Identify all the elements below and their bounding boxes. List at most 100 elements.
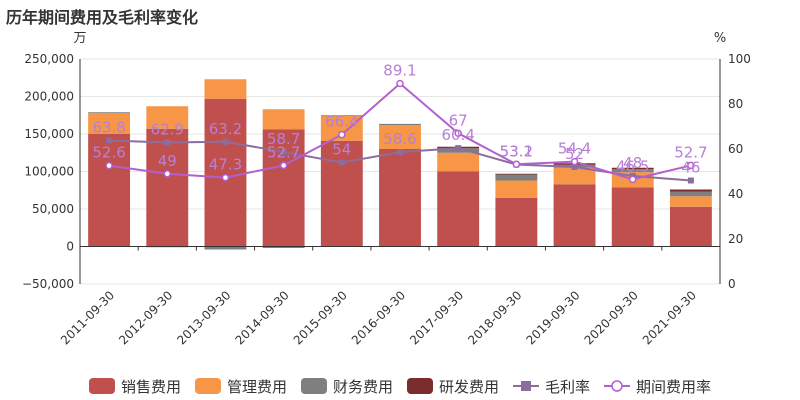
right-tick-label: 0 xyxy=(728,277,736,291)
bar-segment-0 xyxy=(611,187,654,247)
bar-segment-1 xyxy=(262,109,305,130)
x-tick-label: 2011-09-30 xyxy=(58,288,117,347)
legend-label-expense-rate: 期间费用率 xyxy=(636,377,712,396)
legend-item-gross-margin[interactable]: 毛利率 xyxy=(513,376,590,397)
bar-segment-2 xyxy=(320,115,363,116)
data-label: 54.4 xyxy=(558,140,591,158)
x-tick-label: 2013-09-30 xyxy=(174,288,233,347)
marker-circle xyxy=(338,130,346,139)
legend-label-admin: 管理费用 xyxy=(226,377,287,396)
data-label: 89.1 xyxy=(383,62,416,80)
bar-segment-0 xyxy=(146,128,189,247)
right-tick-label: 40 xyxy=(728,187,743,201)
data-label: 49 xyxy=(158,152,177,170)
data-label: 67 xyxy=(449,111,468,129)
bar-segment-1 xyxy=(437,152,480,172)
chart-plot: 250,000 200,000 150,000 100,000 50,000 0 −50,0… xyxy=(22,31,751,347)
marker-square xyxy=(397,149,403,156)
bar-segment-3 xyxy=(611,167,654,170)
bar-segment-0 xyxy=(204,98,247,247)
bar-segment-0 xyxy=(320,140,363,247)
marker-circle xyxy=(396,79,404,88)
data-label: 63.2 xyxy=(209,120,242,138)
marker-circle xyxy=(105,161,113,170)
bar-segment-2 xyxy=(669,191,712,197)
legend-item-finance[interactable]: 财务费用 xyxy=(300,376,393,397)
legend-item-admin[interactable]: 管理费用 xyxy=(194,376,287,397)
marker-circle xyxy=(628,175,637,184)
x-tick-label: 2012-09-30 xyxy=(116,288,175,347)
x-tick-label: 2018-09-30 xyxy=(465,288,524,347)
bar-segment-2 xyxy=(611,169,654,173)
legend-label-finance: 财务费用 xyxy=(332,377,393,396)
marker-square xyxy=(106,137,113,144)
marker-square xyxy=(222,138,229,145)
bar-segment-1 xyxy=(495,180,538,198)
bar-segment-2 xyxy=(379,123,421,125)
bar-segment-2 xyxy=(88,112,131,113)
left-tick-label: 50,000 xyxy=(32,202,74,216)
left-tick-label: 200,000 xyxy=(24,90,74,104)
data-label: 53.2 xyxy=(500,142,533,160)
legend-swatch-finance xyxy=(300,378,327,394)
bar-segment-0 xyxy=(495,197,538,247)
x-tick-label: 2021-09-30 xyxy=(640,288,699,347)
data-label: 46.5 xyxy=(616,157,649,175)
bar-segment-0 xyxy=(553,184,596,247)
data-label: 48 xyxy=(623,154,642,172)
left-tick-label: 250,000 xyxy=(24,52,74,66)
bar-segment-1 xyxy=(379,125,421,149)
marker-square xyxy=(687,177,694,184)
right-tick-label: 20 xyxy=(728,232,743,246)
bar-segment-2 xyxy=(495,174,538,181)
legend-item-expense-rate[interactable]: 期间费用率 xyxy=(604,376,711,397)
marker-square xyxy=(455,145,462,152)
legend-swatch-sales xyxy=(88,378,115,394)
marker-square xyxy=(571,164,578,170)
left-tick-label: −50,000 xyxy=(22,277,74,291)
bar-segment-2 xyxy=(204,246,247,250)
legend-label-gross-margin: 毛利率 xyxy=(545,377,591,396)
right-tick-label: 80 xyxy=(728,97,743,111)
bar-segment-0 xyxy=(379,149,421,247)
bar-segment-1 xyxy=(669,196,712,207)
data-label: 66.4 xyxy=(325,113,358,131)
data-label: 52.6 xyxy=(92,144,125,162)
bar-segment-1 xyxy=(204,79,247,99)
data-label: 63.8 xyxy=(92,118,125,136)
bar-segment-2 xyxy=(262,246,305,248)
bar-segment-0 xyxy=(437,171,480,247)
marker-square xyxy=(280,148,287,155)
left-tick-label: 0 xyxy=(66,240,74,254)
marker-square xyxy=(338,159,345,166)
legend-swatch-expense-rate xyxy=(604,380,631,392)
marker-circle xyxy=(279,161,288,170)
right-tick-label: 60 xyxy=(728,142,743,156)
x-tick-label: 2016-09-30 xyxy=(349,288,408,347)
x-tick-label: 2014-09-30 xyxy=(233,288,292,347)
left-tick-label: 150,000 xyxy=(24,127,74,141)
legend: 销售费用 管理费用 财务费用 研发费用 毛利率 期间费用率 xyxy=(0,374,800,398)
data-label: 54 xyxy=(332,141,351,159)
data-label: 47.3 xyxy=(209,156,242,174)
data-label: 58.7 xyxy=(267,130,300,148)
legend-item-rnd[interactable]: 研发费用 xyxy=(407,376,499,397)
x-tick-label: 2015-09-30 xyxy=(291,288,350,347)
legend-item-sales[interactable]: 销售费用 xyxy=(88,376,181,397)
marker-circle xyxy=(163,170,172,178)
bar-segment-0 xyxy=(88,134,131,247)
chart-title: 历年期间费用及毛利率变化 xyxy=(6,8,199,27)
marker-circle xyxy=(512,160,521,169)
legend-swatch-rnd xyxy=(407,378,433,394)
left-axis-unit: 万 xyxy=(73,31,86,46)
marker-square xyxy=(164,139,171,146)
legend-swatch-gross-margin xyxy=(513,381,540,391)
bar-segment-0 xyxy=(669,206,712,247)
bar-segment-3 xyxy=(495,173,538,175)
data-label: 46 xyxy=(681,159,700,177)
marker-circle xyxy=(570,157,579,166)
legend-label-rnd: 研发费用 xyxy=(439,377,500,396)
data-label: 52 xyxy=(565,145,584,163)
data-label: 53.1 xyxy=(500,143,533,161)
marker-circle xyxy=(221,173,230,182)
